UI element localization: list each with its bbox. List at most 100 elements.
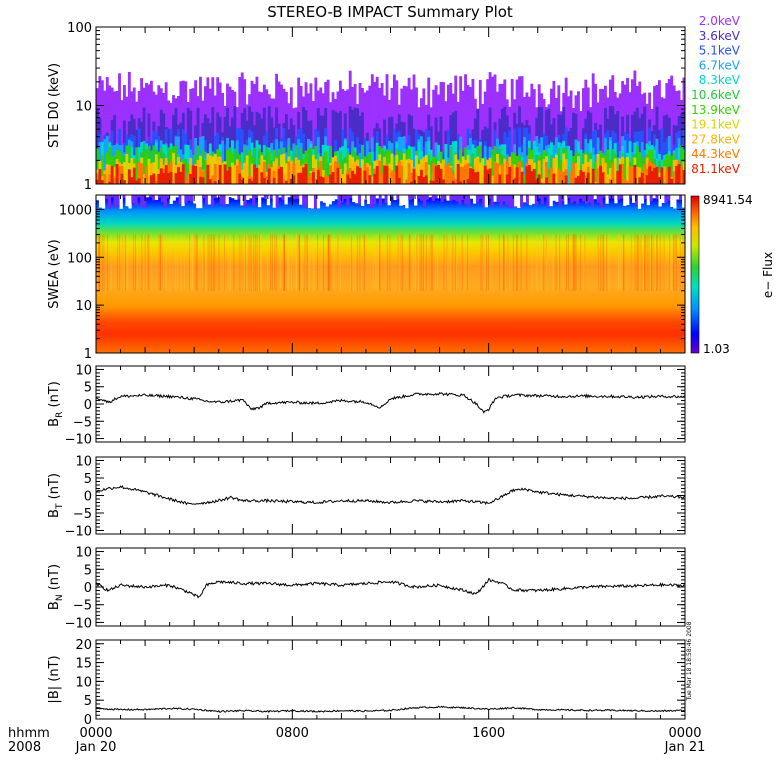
- y-axis-label-main: B: [47, 509, 62, 518]
- ste-bar: [601, 89, 605, 184]
- swea-streak: [101, 234, 103, 291]
- ste-bar: [211, 107, 215, 184]
- swea-streak: [350, 234, 352, 291]
- swea-top-edge: [605, 195, 609, 204]
- swea-streak: [223, 234, 225, 291]
- y-axis-label-unit: (nT): [47, 564, 62, 594]
- ste-bar: [326, 79, 330, 184]
- swea-streak: [639, 234, 641, 291]
- swea-streak: [151, 234, 153, 291]
- swea-streak: [379, 234, 381, 291]
- swea-streak: [644, 234, 646, 291]
- swea-streak: [160, 234, 162, 291]
- ste-bar: [145, 82, 148, 184]
- swea-streak: [307, 234, 309, 291]
- swea-top-edge: [319, 195, 324, 202]
- swea-streak: [646, 234, 648, 291]
- ste-bar: [535, 179, 539, 184]
- swea-top-edge: [101, 195, 106, 209]
- swea-streak: [98, 234, 100, 291]
- ste-bar: [311, 100, 315, 184]
- ste-bar: [589, 159, 593, 184]
- swea-streak: [638, 234, 640, 291]
- ste-bar: [277, 168, 281, 184]
- swea-top-edge: [140, 195, 144, 207]
- ste-bar: [473, 172, 477, 184]
- ste-bar: [346, 174, 350, 184]
- ste-bar: [552, 158, 556, 184]
- swea-top-edge: [449, 195, 453, 202]
- ste-bar: [108, 85, 112, 184]
- swea-streak: [620, 234, 622, 291]
- swea-streak: [327, 234, 329, 291]
- swea-top-edge: [116, 195, 120, 206]
- time-tick-label: 0000: [79, 726, 112, 741]
- ste-bar: [388, 167, 391, 184]
- ste-bar: [137, 178, 141, 184]
- y-tick-label: 0: [84, 581, 92, 596]
- ste-bar: [211, 156, 215, 184]
- swea-streak: [645, 234, 647, 291]
- swea-streak: [562, 234, 564, 291]
- swea-top-edge: [475, 195, 480, 203]
- swea-streak: [175, 234, 177, 291]
- legend-entry: 81.1keV: [691, 162, 741, 176]
- ste-bar: [373, 173, 377, 184]
- ste-bar: [331, 171, 335, 184]
- ste-bar: [442, 82, 445, 184]
- swea-streak: [435, 234, 437, 291]
- ste-bar: [665, 153, 669, 184]
- ste-bar: [682, 169, 685, 184]
- y-axis-label-main: B: [47, 601, 62, 610]
- swea-streak: [207, 234, 209, 291]
- swea-top-edge: [408, 195, 412, 200]
- ste-bar: [638, 177, 642, 184]
- y-axis-label: BR (nT): [47, 381, 65, 427]
- swea-top-edge: [378, 195, 382, 207]
- swea-top-edge: [331, 195, 335, 202]
- swea-streak: [606, 234, 608, 291]
- swea-streak: [377, 234, 379, 291]
- swea-top-edge: [590, 195, 595, 207]
- ste-bar: [643, 106, 647, 184]
- ste-bar: [540, 182, 544, 184]
- swea-streak: [502, 234, 504, 291]
- ste-bar: [513, 178, 517, 184]
- legend-entry: 19.1keV: [691, 118, 741, 132]
- ste-bar: [324, 175, 328, 184]
- swea-streak: [295, 234, 297, 291]
- swea-streak: [429, 234, 431, 291]
- ste-bar: [338, 168, 342, 184]
- swea-streak: [192, 234, 194, 291]
- swea-streak: [144, 234, 146, 291]
- swea-top-edge: [587, 195, 592, 203]
- ste-bar: [523, 137, 526, 184]
- swea-streak: [228, 234, 230, 291]
- ste-bar: [476, 158, 480, 184]
- ste-bar: [370, 177, 374, 184]
- swea-top-edge: [305, 195, 309, 209]
- swea-top-edge: [478, 195, 483, 199]
- swea-streak: [455, 234, 457, 291]
- ste-bar: [152, 173, 156, 184]
- ste-bar: [221, 162, 225, 184]
- colorbar-label: e− Flux: [761, 252, 775, 298]
- ste-bar: [319, 176, 323, 184]
- ste-bar: [282, 179, 286, 184]
- ste-bar: [118, 166, 121, 184]
- swea-top-edge: [128, 195, 132, 209]
- y-tick-label: 5: [84, 563, 92, 578]
- ste-bar: [608, 179, 612, 184]
- swea-streak: [145, 234, 147, 291]
- ste-bar: [284, 172, 288, 184]
- swea-top-edge: [496, 195, 500, 202]
- swea-top-edge: [151, 195, 156, 201]
- ste-bar: [429, 173, 433, 184]
- ste-bar: [157, 173, 161, 184]
- ste-bar: [282, 174, 286, 184]
- time-tick-label: 0800: [276, 726, 309, 741]
- swea-streak: [558, 234, 560, 291]
- swea-streak: [206, 234, 208, 291]
- ste-bar: [562, 171, 566, 184]
- swea-top-edge: [337, 195, 341, 208]
